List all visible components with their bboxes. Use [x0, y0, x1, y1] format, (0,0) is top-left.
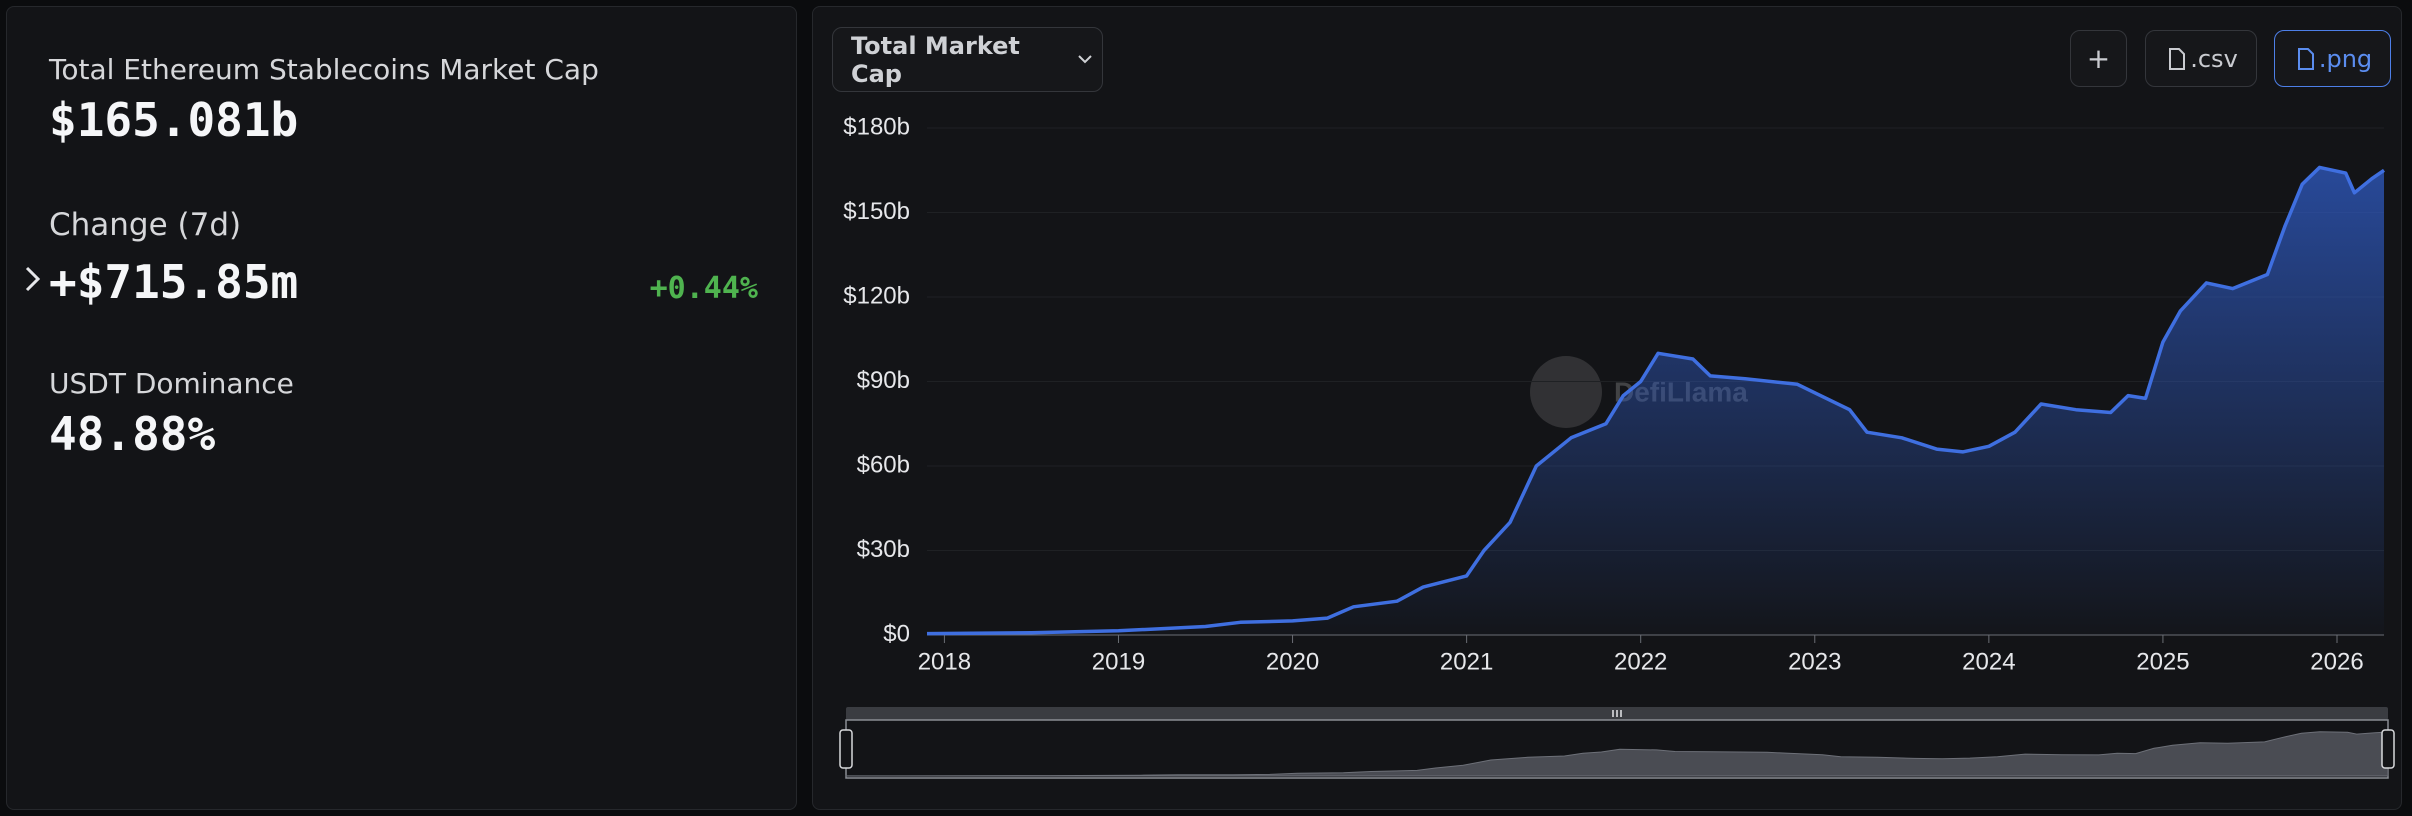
x-tick-label: 2025	[2136, 648, 2189, 675]
expand-icon[interactable]	[21, 263, 45, 295]
dominance-label: USDT Dominance	[49, 367, 294, 400]
line	[926, 165, 2385, 636]
x-tick-label: 2026	[2310, 648, 2363, 675]
area	[927, 167, 2384, 635]
y-tick-label: $60b	[857, 451, 910, 478]
y-tick-label: $0	[883, 620, 910, 647]
x-tick-label: 2022	[1614, 648, 1667, 675]
change-label: Change (7d)	[49, 207, 242, 243]
add-button[interactable]: +	[2070, 30, 2127, 87]
csv-button[interactable]: .csv	[2145, 30, 2257, 87]
slider-handle	[839, 729, 853, 769]
dominance-value: 48.88%	[49, 407, 216, 461]
summary-title: Total Ethereum Stablecoins Market Cap	[49, 53, 599, 86]
file-icon	[2297, 47, 2314, 70]
x-tick-label: 2019	[1092, 648, 1145, 675]
file-icon	[2169, 47, 2186, 70]
change-value: +$715.85m	[49, 255, 299, 309]
x-tick-label: 2021	[1440, 648, 1493, 675]
x-tick-label: 2023	[1788, 648, 1841, 675]
slider-area	[845, 731, 2389, 777]
png-label: .png	[2318, 44, 2373, 73]
y-tick-label: $90b	[857, 367, 910, 394]
x-tick-label: 2024	[1962, 648, 2015, 675]
y-tick-label: $150b	[843, 198, 910, 225]
y-tick-label: $120b	[843, 282, 910, 309]
chevron	[1077, 54, 1092, 63]
png-button[interactable]: .png	[2274, 30, 2391, 87]
metric-dropdown[interactable]: Total Market Cap	[832, 27, 1103, 92]
dropdown-label: Total Market Cap	[851, 31, 1020, 88]
csv-label: .csv	[2190, 44, 2238, 73]
x-tick-label: 2020	[1266, 648, 1319, 675]
x-tick-label: 2018	[918, 648, 971, 675]
slider-handle	[2381, 729, 2395, 769]
total-value: $165.081b	[49, 93, 299, 147]
summary-panel: Total Ethereum Stablecoins Market Cap $1…	[6, 6, 797, 810]
y-tick-label: $180b	[843, 113, 910, 140]
change-percent: +0.44%	[649, 271, 758, 306]
y-tick-label: $30b	[857, 536, 910, 563]
